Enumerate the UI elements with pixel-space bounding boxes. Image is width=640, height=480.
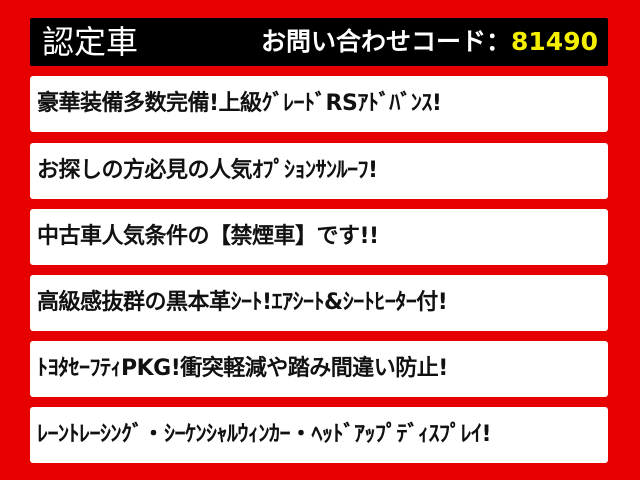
inquiry-code-value: 81490 — [511, 27, 598, 56]
feature-panel: 豪華装備多数完備!上級ｸﾞﾚｰﾄﾞRSｱﾄﾞﾊﾞﾝｽ! — [30, 76, 608, 132]
feature-panel: お探しの方必見の人気ｵﾌﾟｼｮﾝｻﾝﾙｰﾌ! — [30, 143, 608, 199]
feature-panel: ﾚｰﾝﾄﾚｰｼﾝｸﾞ・ｼｰｹﾝｼｬﾙｳｨﾝｶｰ・ﾍｯﾄﾞｱｯﾌﾟﾃﾞｨｽﾌﾟﾚｲ… — [30, 407, 608, 463]
inquiry-code: お問い合わせコード：81490 — [261, 24, 598, 60]
feature-text: 中古車人気条件の【禁煙車】です!! — [37, 224, 379, 249]
feature-text: お探しの方必見の人気ｵﾌﾟｼｮﾝｻﾝﾙｰﾌ! — [37, 158, 378, 183]
feature-panel: 中古車人気条件の【禁煙車】です!! — [30, 209, 608, 265]
inquiry-code-label: お問い合わせコード： — [261, 27, 512, 56]
feature-text: 高級感抜群の黒本革ｼｰﾄ!ｴｱｼｰﾄ&ｼｰﾄﾋｰﾀｰ付! — [37, 290, 448, 315]
feature-panel: ﾄﾖﾀｾｰﾌﾃｨPKG!衝突軽減や踏み間違い防止! — [30, 341, 608, 397]
header-bar: 認定車 お問い合わせコード：81490 — [30, 18, 608, 66]
feature-panel: 高級感抜群の黒本革ｼｰﾄ!ｴｱｼｰﾄ&ｼｰﾄﾋｰﾀｰ付! — [30, 275, 608, 331]
feature-text: 豪華装備多数完備!上級ｸﾞﾚｰﾄﾞRSｱﾄﾞﾊﾞﾝｽ! — [37, 91, 442, 116]
certified-car-title: 認定車 — [42, 23, 139, 61]
feature-text: ﾄﾖﾀｾｰﾌﾃｨPKG!衝突軽減や踏み間違い防止! — [37, 356, 448, 381]
feature-text: ﾚｰﾝﾄﾚｰｼﾝｸﾞ・ｼｰｹﾝｼｬﾙｳｨﾝｶｰ・ﾍｯﾄﾞｱｯﾌﾟﾃﾞｨｽﾌﾟﾚｲ… — [37, 422, 492, 447]
